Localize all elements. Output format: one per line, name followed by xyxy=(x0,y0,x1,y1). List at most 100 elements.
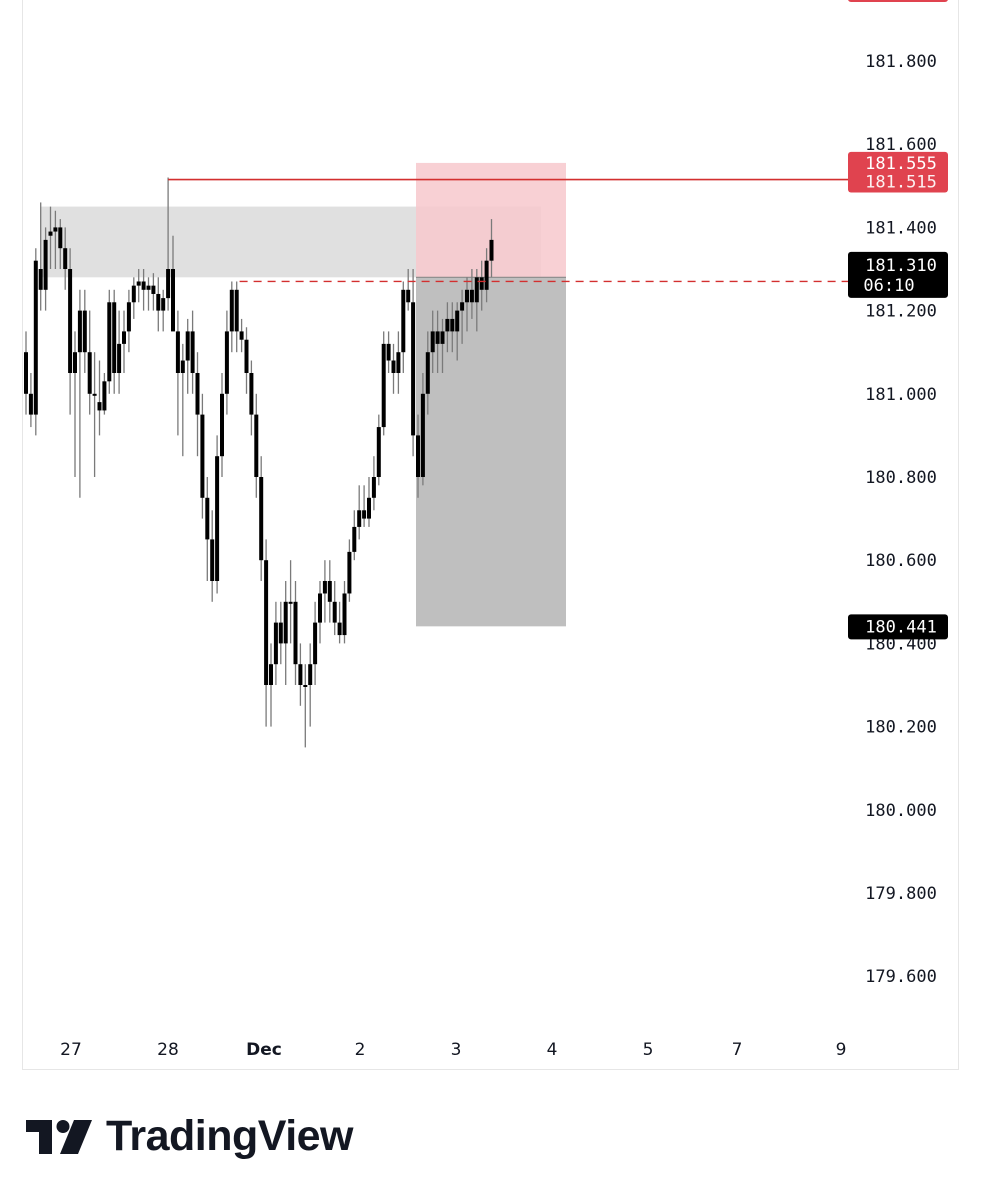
candle-body xyxy=(264,560,269,685)
candle-body xyxy=(391,360,396,373)
candle-body xyxy=(254,414,259,477)
candle-body xyxy=(131,285,136,303)
target-price-label: 180.441 xyxy=(865,617,937,637)
candle-body xyxy=(205,497,210,540)
price-tick-label: 180.000 xyxy=(865,801,937,821)
date-tick-label: 28 xyxy=(157,1040,179,1060)
candle-body xyxy=(435,331,440,344)
candle-body xyxy=(327,581,332,602)
date-tick-label: 9 xyxy=(836,1040,847,1060)
stop-lower-label: 181.515 xyxy=(865,173,937,193)
candle-body xyxy=(352,526,357,552)
candle-body xyxy=(244,339,249,373)
candle-body xyxy=(166,269,171,299)
candle-body xyxy=(87,352,92,394)
candle-body xyxy=(288,601,293,604)
target-price-tag[interactable] xyxy=(848,614,948,640)
date-tick-label: 2 xyxy=(355,1040,366,1060)
candle-body xyxy=(278,622,283,644)
stop-price-tag[interactable] xyxy=(848,151,948,193)
candle-body xyxy=(239,331,244,340)
candle-body xyxy=(381,343,386,428)
candle-body xyxy=(440,331,445,344)
date-tick-label: 3 xyxy=(451,1040,462,1060)
price-tick-label: 181.000 xyxy=(865,385,937,405)
price-tick-label: 180.400 xyxy=(865,634,937,654)
candle-body xyxy=(24,352,28,394)
candle-body xyxy=(313,622,318,665)
price-tick-label: 179.800 xyxy=(865,884,937,904)
candle-body xyxy=(180,360,185,373)
candle-body xyxy=(156,293,161,311)
candle-body xyxy=(401,289,406,353)
date-tick-label: 7 xyxy=(732,1040,743,1060)
current-price-tag[interactable] xyxy=(848,251,948,298)
candle-body xyxy=(249,373,254,415)
candle-body xyxy=(308,664,313,685)
candle-body xyxy=(68,269,73,373)
candle-body xyxy=(224,331,229,394)
price-tick-label: 181.400 xyxy=(865,218,937,238)
target-zone[interactable] xyxy=(416,277,566,627)
candle-body xyxy=(126,302,131,332)
candle-body xyxy=(376,427,381,477)
tradingview-logo-text: TradingView xyxy=(106,1112,354,1160)
date-tick-label: Dec xyxy=(246,1040,282,1060)
candle-body xyxy=(425,352,430,394)
price-chart[interactable]: 181.800 181.600 181.400 181.200 181.000 180.8… xyxy=(0,0,981,1100)
price-tick-label: 180.600 xyxy=(865,551,937,571)
price-tick-label: 180.200 xyxy=(865,718,937,738)
candle-body xyxy=(220,393,224,457)
candle-body xyxy=(474,277,479,303)
candles-layer xyxy=(24,177,494,748)
candle-body xyxy=(371,477,376,498)
candle-body xyxy=(283,601,288,644)
zones-layer xyxy=(40,162,566,627)
time-axis: 27 28 Dec 2 3 4 5 7 9 xyxy=(60,1040,846,1060)
candle-body xyxy=(342,593,347,636)
candle-body xyxy=(136,281,141,286)
candle-body xyxy=(332,601,337,623)
candle-body xyxy=(33,260,38,415)
candle-body xyxy=(445,318,450,332)
candle-body xyxy=(337,622,342,636)
candle-body xyxy=(146,285,151,290)
candle-body xyxy=(229,289,234,332)
candle-body xyxy=(269,664,273,685)
candle-body xyxy=(357,510,362,527)
candle-body xyxy=(63,248,68,269)
candle-body xyxy=(460,302,465,311)
price-tick-label: 181.600 xyxy=(865,135,937,155)
date-tick-label: 4 xyxy=(547,1040,558,1060)
chart-frame xyxy=(22,0,959,1070)
price-tick-label: 181.200 xyxy=(865,302,937,322)
candle-body xyxy=(97,402,102,411)
candle-body xyxy=(92,393,97,396)
candle-body xyxy=(117,343,122,373)
candle-body xyxy=(171,269,175,332)
candle-body xyxy=(367,497,371,519)
candle-body xyxy=(215,456,220,581)
candle-body xyxy=(210,539,215,581)
candle-body xyxy=(38,269,43,290)
countdown-label: 06:10 xyxy=(863,276,914,296)
candle-body xyxy=(362,510,367,519)
candle-body xyxy=(82,310,87,353)
candle-body xyxy=(151,285,156,294)
candle-body xyxy=(58,227,63,249)
stop-upper-label: 181.555 xyxy=(865,154,937,174)
tradingview-logo[interactable]: TradingView xyxy=(26,1112,354,1161)
candle-body xyxy=(318,593,322,623)
candle-body xyxy=(430,331,435,353)
date-tick-label: 27 xyxy=(60,1040,82,1060)
candle-body xyxy=(112,302,117,373)
candle-body xyxy=(122,331,126,344)
candle-body xyxy=(161,298,166,311)
candle-body xyxy=(73,352,77,373)
candle-body xyxy=(465,289,469,303)
candle-body xyxy=(234,289,239,332)
tradingview-logo-mark-icon xyxy=(26,1119,92,1154)
candle-body xyxy=(273,622,278,665)
candle-body xyxy=(489,239,494,261)
